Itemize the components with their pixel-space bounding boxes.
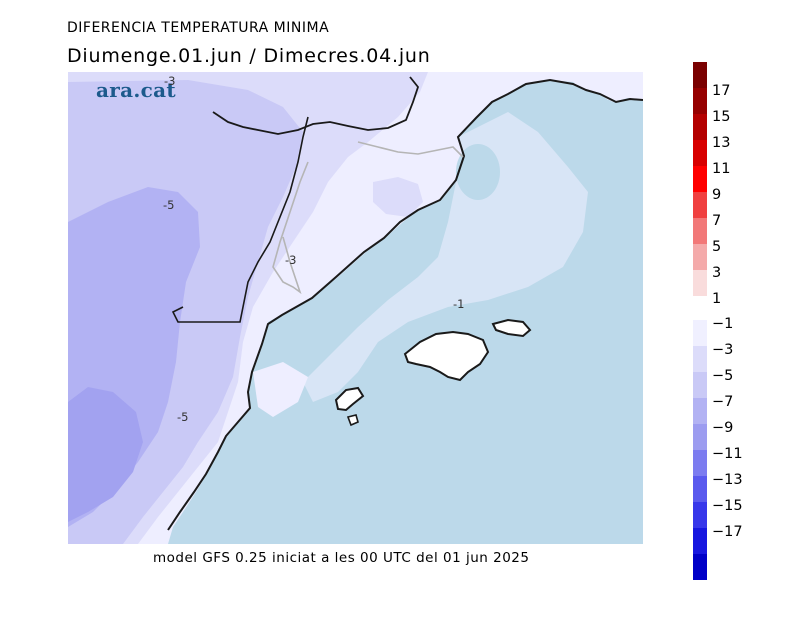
legend-label: 17 bbox=[712, 83, 731, 99]
map-canvas bbox=[68, 72, 643, 544]
legend-swatch bbox=[693, 424, 707, 450]
contour-label: -3 bbox=[164, 74, 176, 88]
contour-zone-minus3-ne bbox=[373, 177, 423, 217]
contour-label: -1 bbox=[453, 297, 465, 311]
legend-swatch bbox=[693, 320, 707, 346]
legend-label: −11 bbox=[712, 446, 743, 462]
contour-zone-minus9 bbox=[68, 387, 143, 522]
legend-label: 3 bbox=[712, 265, 722, 281]
legend-swatch bbox=[693, 528, 707, 554]
ara-cat-logo: ara.cat bbox=[96, 78, 176, 102]
region-border bbox=[171, 116, 309, 323]
chart-title: DIFERENCIA TEMPERATURA MINIMA bbox=[67, 20, 330, 36]
legend-label: 5 bbox=[712, 239, 722, 255]
legend-label: −13 bbox=[712, 472, 743, 488]
legend-swatch bbox=[693, 502, 707, 528]
legend-swatch bbox=[693, 270, 707, 296]
legend-swatch bbox=[693, 554, 707, 580]
legend-swatch bbox=[693, 62, 707, 88]
legend-swatch bbox=[693, 114, 707, 140]
legend-label: 15 bbox=[712, 109, 731, 125]
legend-label: 7 bbox=[712, 213, 722, 229]
lagoon-small bbox=[280, 316, 306, 332]
legend-swatch bbox=[693, 88, 707, 114]
legend-swatch bbox=[693, 450, 707, 476]
legend-swatch bbox=[693, 346, 707, 372]
island-formentera bbox=[346, 414, 359, 427]
sea-pale-region bbox=[303, 112, 588, 402]
contour-zone-minus1-coast bbox=[253, 362, 308, 417]
legend-label: 11 bbox=[712, 161, 731, 177]
lagoon bbox=[456, 144, 500, 200]
legend-swatch bbox=[693, 218, 707, 244]
country-border bbox=[212, 76, 420, 135]
contour-label: -3 bbox=[285, 253, 297, 267]
legend-swatch bbox=[693, 476, 707, 502]
contour-label: -5 bbox=[177, 410, 189, 424]
legend-label: 13 bbox=[712, 135, 731, 151]
temperature-map bbox=[68, 72, 643, 544]
island-menorca bbox=[491, 318, 532, 338]
legend-swatch bbox=[693, 166, 707, 192]
legend-label: −7 bbox=[712, 394, 734, 410]
island-mallorca bbox=[403, 330, 490, 382]
island-ibiza bbox=[334, 386, 365, 412]
legend-swatch bbox=[693, 398, 707, 424]
province-border bbox=[272, 141, 464, 295]
legend-label: −1 bbox=[712, 316, 734, 332]
legend-label: 1 bbox=[712, 291, 722, 307]
legend-label: −5 bbox=[712, 368, 734, 384]
legend-label: −17 bbox=[712, 524, 743, 540]
legend-swatch bbox=[693, 244, 707, 270]
legend-label: 9 bbox=[712, 187, 722, 203]
coastline bbox=[167, 78, 643, 531]
contour-label: -5 bbox=[163, 198, 175, 212]
land-area-ne bbox=[448, 72, 643, 130]
legend-label: −15 bbox=[712, 498, 743, 514]
legend-swatch bbox=[693, 140, 707, 166]
model-info: model GFS 0.25 iniciat a les 00 UTC del … bbox=[153, 550, 530, 566]
legend-swatch bbox=[693, 192, 707, 218]
legend-label: −3 bbox=[712, 342, 734, 358]
chart-subtitle: Diumenge.01.jun / Dimecres.04.jun bbox=[67, 45, 431, 67]
legend-swatch bbox=[693, 372, 707, 398]
legend-label: −9 bbox=[712, 420, 734, 436]
